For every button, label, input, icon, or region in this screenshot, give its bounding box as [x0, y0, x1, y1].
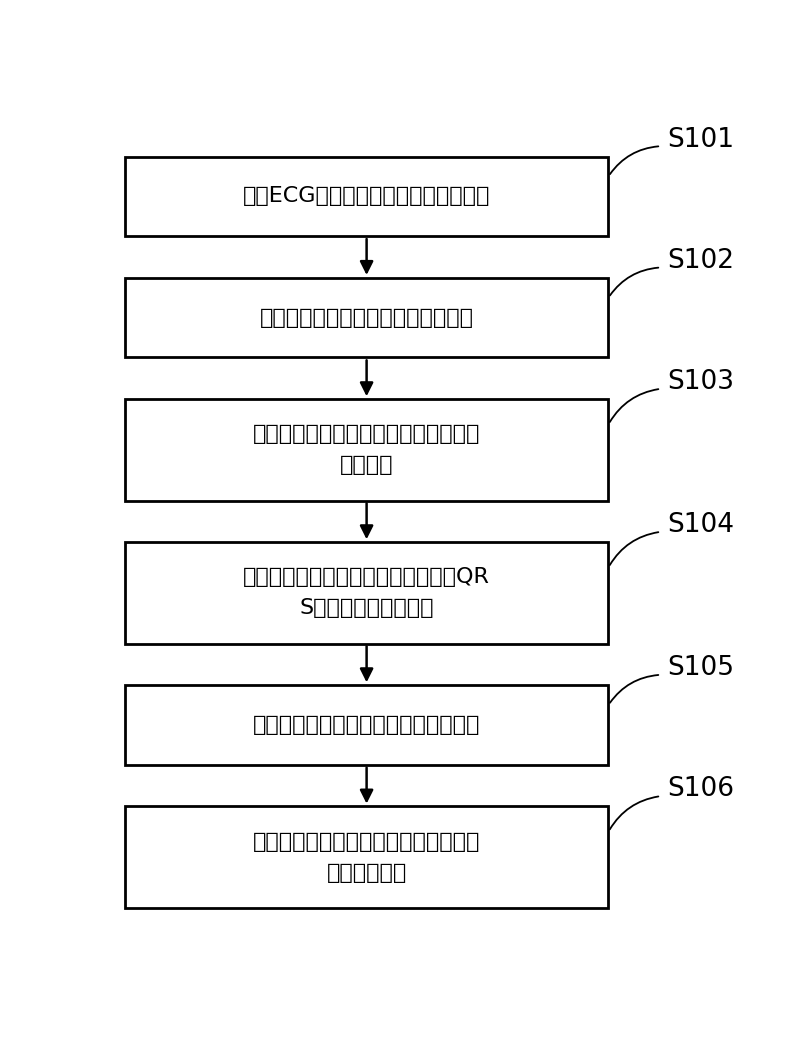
Text: S101: S101 — [667, 127, 734, 153]
Text: S104: S104 — [667, 512, 734, 538]
Text: 对采集到的心电信号进行去干扰处理: 对采集到的心电信号进行去干扰处理 — [259, 307, 474, 328]
Text: S106: S106 — [667, 776, 734, 802]
FancyArrowPatch shape — [610, 146, 658, 174]
Text: 对去基线漂移处理后的心电信号进行QR: 对去基线漂移处理后的心电信号进行QR — [243, 567, 490, 588]
Bar — [125, 400, 608, 500]
Text: 对去干扰处理后的心电信号进行去基线: 对去干扰处理后的心电信号进行去基线 — [253, 425, 480, 444]
Bar — [125, 542, 608, 644]
Text: 远程监护终端: 远程监护终端 — [326, 863, 406, 882]
Text: S102: S102 — [667, 248, 734, 274]
Bar — [125, 157, 608, 237]
Text: S103: S103 — [667, 370, 734, 395]
Text: 将异常的心电信号通过远程传输传送给: 将异常的心电信号通过远程传输传送给 — [253, 831, 480, 851]
Text: 利用ECG用户终端采集用户的心电信号: 利用ECG用户终端采集用户的心电信号 — [243, 187, 490, 207]
FancyArrowPatch shape — [610, 796, 658, 829]
FancyArrowPatch shape — [610, 675, 658, 703]
Bar — [125, 685, 608, 765]
Bar — [125, 807, 608, 908]
FancyArrowPatch shape — [610, 268, 658, 296]
Bar — [125, 278, 608, 357]
Text: 漂移处理: 漂移处理 — [340, 456, 394, 475]
Text: S波的检测与定位处理: S波的检测与定位处理 — [299, 599, 434, 619]
FancyArrowPatch shape — [610, 389, 658, 422]
FancyArrowPatch shape — [610, 532, 658, 565]
Text: 对处理后的心电信号进行心率自动分析: 对处理后的心电信号进行心率自动分析 — [253, 715, 480, 735]
Text: S105: S105 — [667, 655, 734, 681]
